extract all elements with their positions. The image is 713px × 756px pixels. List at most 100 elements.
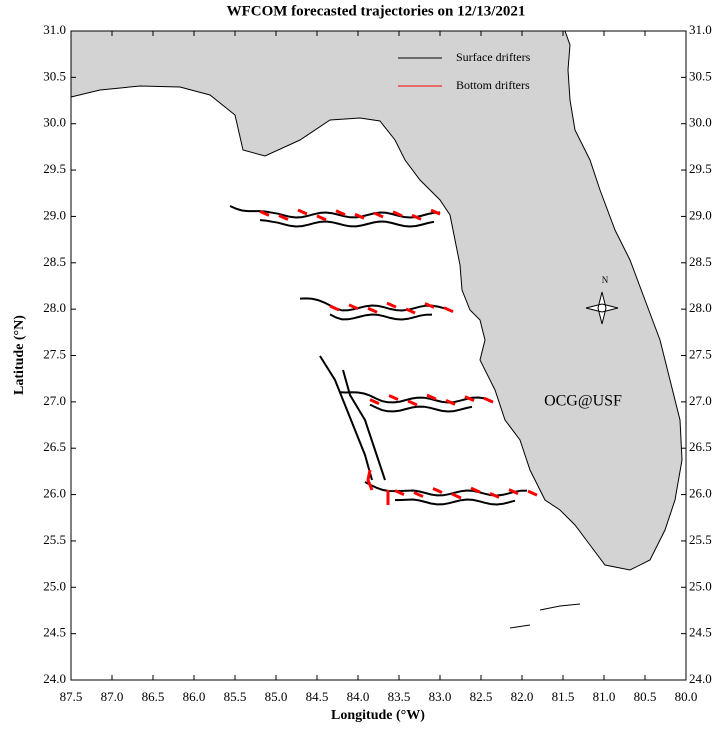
bottom-trajectory xyxy=(483,396,494,404)
chart-title: WFCOM forecasted trajectories on 12/13/2… xyxy=(227,3,526,19)
bottom-trajectory xyxy=(426,393,437,401)
surface-trajectory xyxy=(329,313,433,321)
y-tick-label: 26.5 xyxy=(689,439,712,454)
y-tick-label: 29.0 xyxy=(689,207,712,222)
x-tick-label: 83.0 xyxy=(429,689,452,704)
y-tick-label: 28.5 xyxy=(689,254,712,269)
y-tick-label: 27.5 xyxy=(43,346,66,361)
surface-trajectory xyxy=(369,403,473,413)
bottom-trajectory xyxy=(464,395,475,403)
y-tick-label: 24.0 xyxy=(689,671,712,686)
compass: N xyxy=(585,275,619,325)
x-tick-label: 87.5 xyxy=(60,689,83,704)
x-tick-label: 81.5 xyxy=(552,689,575,704)
bottom-trajectory xyxy=(329,304,340,312)
x-tick-label: 87.0 xyxy=(101,689,124,704)
surface-trajectory xyxy=(342,369,386,481)
x-tick-label: 84.0 xyxy=(347,689,370,704)
bottom-trajectory xyxy=(386,301,397,309)
florida-land xyxy=(70,30,683,571)
bottom-trajectory xyxy=(430,208,441,216)
bottom-trajectory xyxy=(316,214,327,222)
x-tick-label: 85.0 xyxy=(265,689,288,704)
bottom-trajectory xyxy=(373,211,384,219)
y-tick-label: 28.0 xyxy=(689,300,712,315)
surface-trajectory xyxy=(229,205,441,219)
y-tick-label: 27.0 xyxy=(43,393,66,408)
y-tick-label: 30.5 xyxy=(689,68,712,83)
compass-label: N xyxy=(602,275,609,285)
y-tick-label: 28.5 xyxy=(43,254,66,269)
y-tick-label: 25.0 xyxy=(43,578,66,593)
y-tick-label: 27.0 xyxy=(689,393,712,408)
y-tick-label: 28.0 xyxy=(43,300,66,315)
bottom-trajectory xyxy=(259,210,270,217)
bottom-trajectory xyxy=(297,208,308,216)
y-tick-label: 31.0 xyxy=(689,22,712,37)
surface-trajectory xyxy=(319,355,373,481)
x-tick-label: 86.5 xyxy=(142,689,165,704)
bottom-trajectory xyxy=(407,399,418,407)
surface-trajectory xyxy=(364,481,528,497)
bottom-trajectory xyxy=(413,491,424,498)
bottom-trajectory xyxy=(394,489,405,497)
bottom-trajectory xyxy=(354,212,365,220)
y-tick-label: 24.5 xyxy=(689,625,712,640)
x-axis-label: Longitude (°W) xyxy=(331,708,425,723)
surface-trajectory xyxy=(394,498,516,506)
bottom-trajectory xyxy=(405,307,416,315)
y-tick-label: 24.0 xyxy=(43,671,66,686)
y-tick-label: 29.5 xyxy=(689,161,712,176)
y-tick-label: 30.5 xyxy=(43,68,66,83)
surface-trajectory xyxy=(339,391,485,404)
bottom-trajectory xyxy=(508,488,519,496)
y-tick-label: 30.0 xyxy=(43,115,66,130)
y-tick-label: 26.0 xyxy=(689,486,712,501)
x-tick-label: 84.5 xyxy=(306,689,329,704)
y-tick-label: 29.0 xyxy=(43,207,66,222)
y-tick-label: 27.5 xyxy=(689,346,712,361)
bottom-trajectory xyxy=(451,492,462,500)
bottom-trajectory xyxy=(527,489,538,497)
bottom-trajectory xyxy=(411,213,422,221)
legend-label: Surface drifters xyxy=(456,50,531,64)
bottom-trajectory xyxy=(470,486,481,494)
y-tick-label: 31.0 xyxy=(43,22,66,37)
bottom-trajectory xyxy=(445,398,456,406)
legend-label: Bottom drifters xyxy=(456,78,530,92)
surface-trajectory xyxy=(259,219,435,228)
bottom-trajectory xyxy=(388,394,399,401)
y-tick-label: 26.5 xyxy=(43,439,66,454)
bottom-trajectory xyxy=(432,487,443,494)
bottom-trajectory xyxy=(278,214,289,221)
surface-trajectory xyxy=(299,297,445,312)
bottom-trajectory xyxy=(489,491,500,499)
y-tick-label: 26.0 xyxy=(43,486,66,501)
bottom-trajectory xyxy=(369,398,380,405)
x-tick-label: 81.0 xyxy=(593,689,616,704)
y-axis-label: Latitude (°N) xyxy=(12,315,27,395)
x-tick-label: 80.0 xyxy=(675,689,698,704)
x-tick-label: 86.0 xyxy=(183,689,206,704)
y-tick-label: 29.5 xyxy=(43,161,66,176)
x-tick-label: 82.0 xyxy=(511,689,534,704)
bottom-trajectory xyxy=(424,302,435,309)
bottom-trajectory xyxy=(348,303,359,311)
y-tick-label: 25.5 xyxy=(43,532,66,547)
y-tick-label: 25.0 xyxy=(689,578,712,593)
x-tick-label: 80.5 xyxy=(634,689,657,704)
bottom-trajectory xyxy=(392,210,403,218)
bottom-trajectory xyxy=(367,306,378,314)
florida-keys xyxy=(509,603,581,629)
bottom-trajectory xyxy=(335,209,346,217)
bottom-trajectory xyxy=(443,306,454,314)
x-tick-label: 85.5 xyxy=(224,689,247,704)
annotation: OCG@USF xyxy=(544,393,622,410)
y-tick-label: 30.0 xyxy=(689,115,712,130)
x-tick-label: 83.5 xyxy=(388,689,411,704)
y-tick-label: 24.5 xyxy=(43,625,66,640)
y-tick-label: 25.5 xyxy=(689,532,712,547)
bottom-trajectory xyxy=(366,469,390,505)
x-tick-label: 82.5 xyxy=(470,689,493,704)
